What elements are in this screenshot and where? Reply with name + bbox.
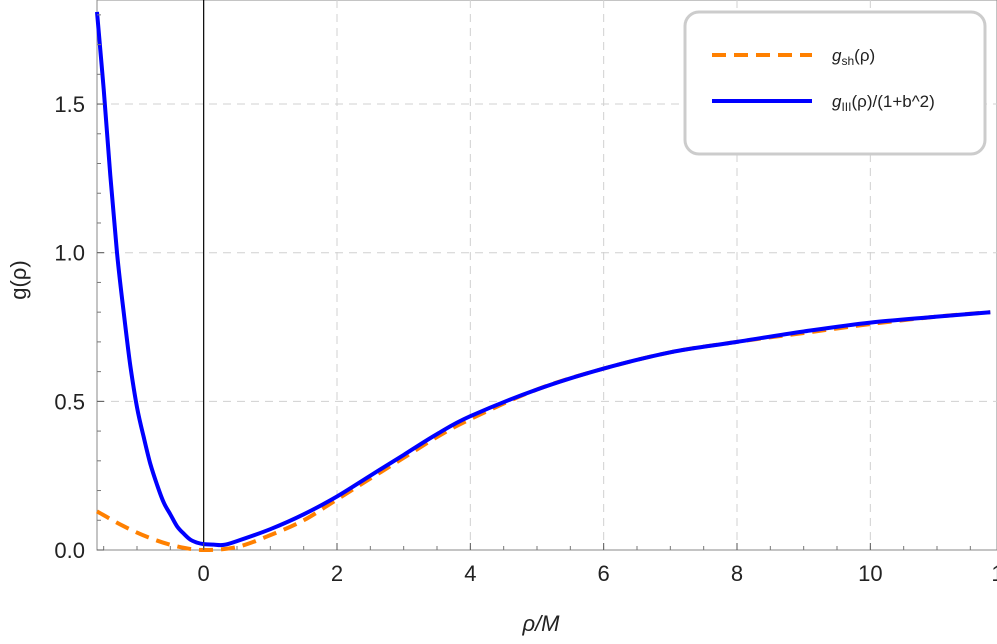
x-tick-label: 8 [731,561,743,586]
legend-label-giii-sub: III [841,100,851,114]
plot-frame [96,0,997,551]
x-tick-label: 10 [858,561,882,586]
legend-box [683,10,987,156]
legend-label-gsh-main: g [832,46,842,65]
legend-label-giii-tail: (ρ)/(1+b^2) [851,92,934,111]
legend-label-gsh: gsh(ρ) [832,46,875,68]
ticks: 0 2 4 6 8 10 12 0.0 0.5 1.0 1.5 [54,14,997,586]
x-tick-label: 6 [598,561,610,586]
x-tick-label: 0 [198,561,210,586]
x-tick-label: 2 [331,561,343,586]
series-line-giii [95,11,991,548]
y-tick-label: 1.5 [54,92,85,117]
series-layer [95,11,991,553]
legend-label-gsh-tail: (ρ) [854,46,875,65]
y-tick-label: 0.0 [54,538,85,563]
y-tick-label: 0.5 [54,389,85,414]
y-tick-label: 1.0 [54,241,85,266]
x-axis-title: ρ/M [521,611,560,636]
y-axis-title: g(ρ) [6,260,31,299]
legend-label-giii: gIII(ρ)/(1+b^2) [832,92,935,114]
series-line-gsh [96,310,991,553]
legend-label-giii-main: g [832,92,842,111]
x-tick-label: 4 [464,561,476,586]
legend-label-gsh-sub: sh [841,54,854,68]
x-tick-label: 12 [991,561,997,586]
legend: gsh(ρ) gIII(ρ)/(1+b^2) [683,10,987,156]
